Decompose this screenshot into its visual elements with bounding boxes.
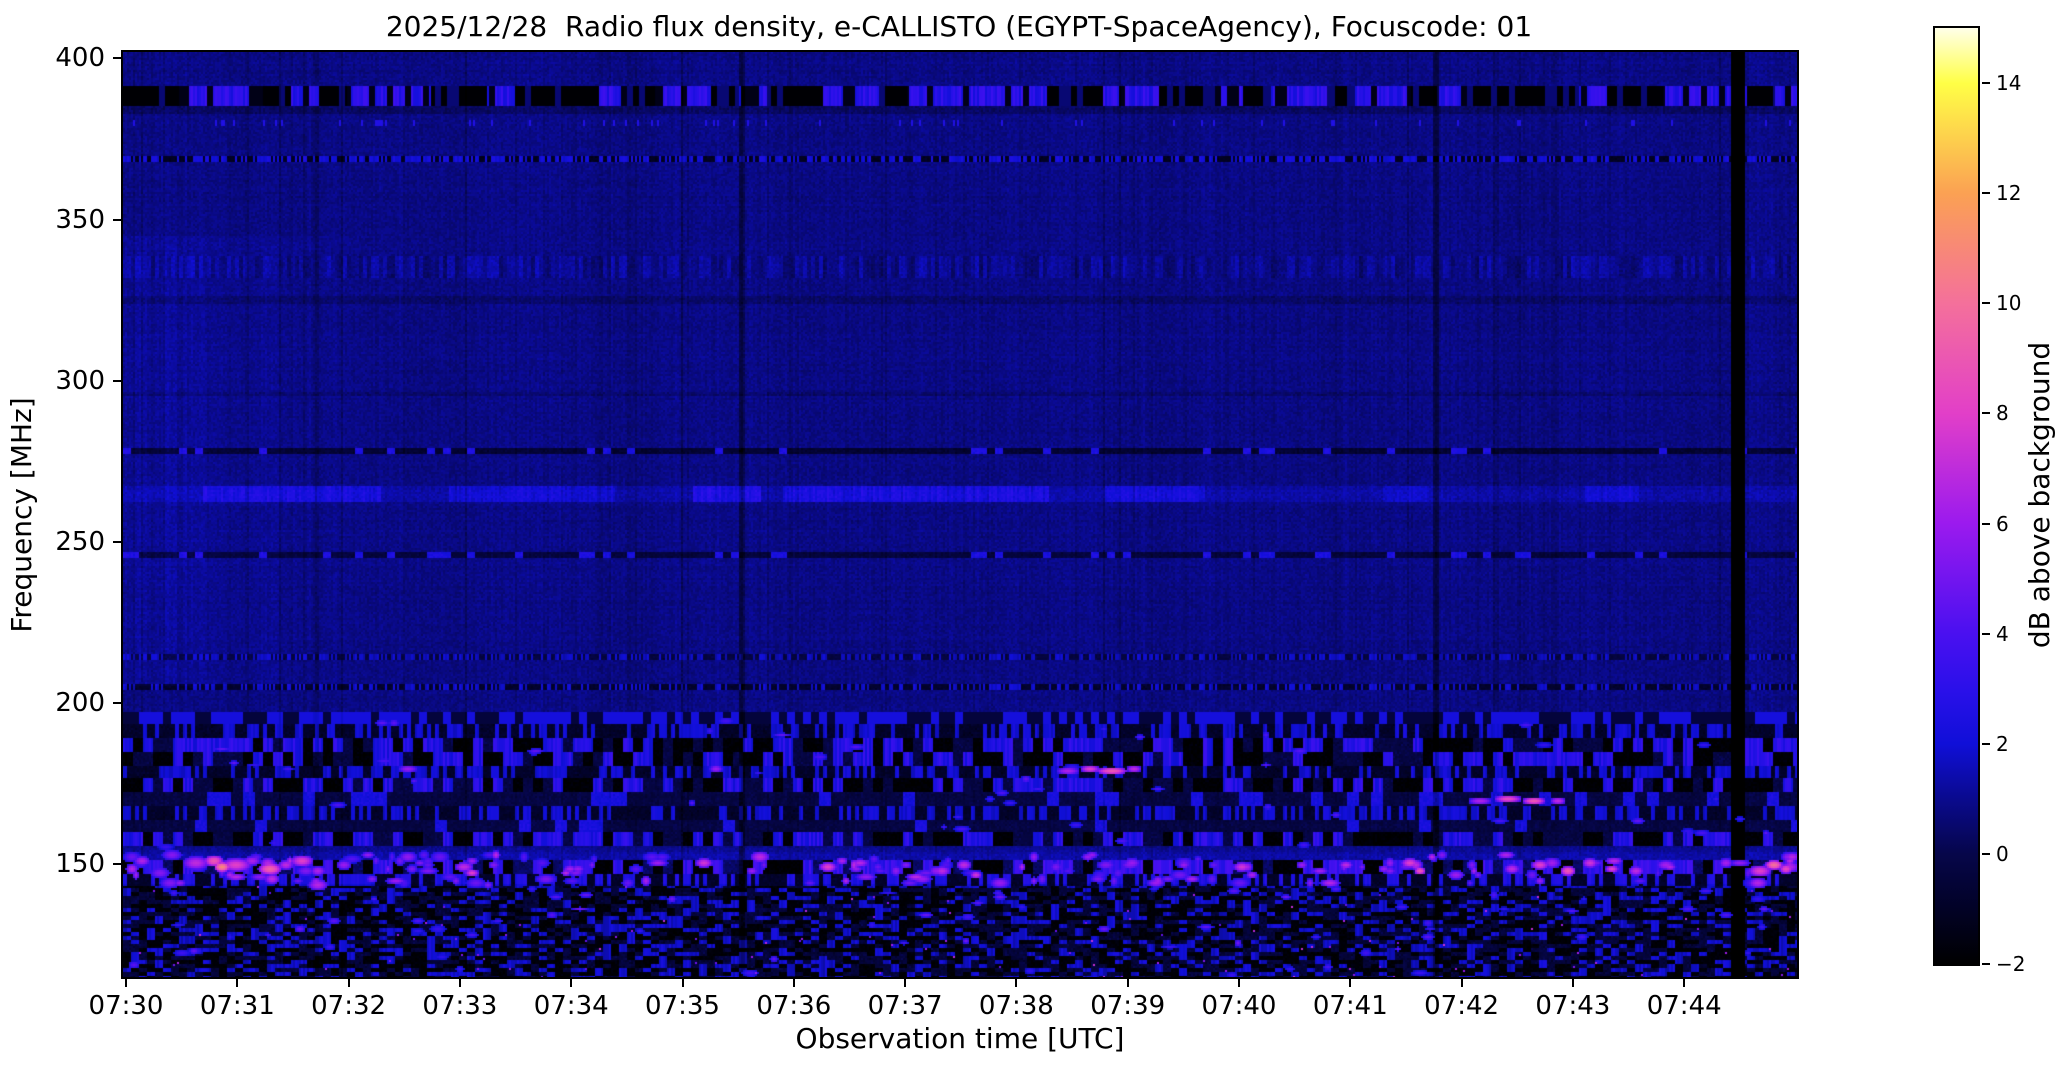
colorbar-tick-label: 0	[1996, 841, 2009, 866]
colorbar-tick-label: 12	[1996, 181, 2022, 206]
x-tick-label: 07:35	[645, 991, 720, 1021]
x-tick-mark	[1238, 979, 1240, 987]
x-tick-mark	[347, 979, 350, 987]
colorbar-tick-label: 6	[1996, 511, 2009, 536]
x-tick-mark	[570, 979, 573, 987]
x-tick-mark	[1683, 979, 1686, 987]
x-tick-mark	[792, 979, 795, 987]
x-tick-label: 07:34	[533, 991, 609, 1021]
colorbar-tick-mark	[1982, 302, 1990, 305]
y-tick-label: 250	[55, 526, 105, 557]
colorbar-tick-label: 14	[1996, 71, 2022, 96]
x-tick-mark	[458, 979, 461, 987]
y-tick-label: 350	[55, 204, 105, 235]
x-tick-label: 07:44	[1646, 991, 1722, 1021]
x-tick-mark	[1015, 979, 1018, 987]
x-tick-label: 07:32	[311, 991, 387, 1021]
y-tick-label: 150	[55, 849, 105, 880]
colorbar	[1933, 26, 1980, 966]
spectrogram-canvas	[123, 52, 1797, 977]
x-tick-label: 07:39	[1090, 991, 1166, 1021]
colorbar-gradient	[1935, 28, 1978, 964]
colorbar-tick-label: 10	[1996, 291, 2022, 316]
x-tick-mark	[1349, 979, 1352, 987]
spectrogram-plot	[121, 50, 1799, 979]
y-tick-label: 300	[55, 365, 105, 396]
x-tick-mark	[904, 979, 907, 987]
y-tick-mark	[113, 379, 121, 382]
x-tick-label: 07:40	[1201, 991, 1277, 1021]
colorbar-tick-label: 2	[1996, 731, 2009, 756]
x-tick-label: 07:41	[1312, 991, 1388, 1021]
colorbar-tick-mark	[1982, 742, 1990, 745]
y-tick-mark	[113, 863, 121, 866]
x-axis-label: Observation time [UTC]	[795, 1022, 1125, 1055]
chart-title: 2025/12/28 Radio flux density, e-CALLIST…	[385, 10, 1533, 43]
y-tick-mark	[113, 218, 121, 221]
x-tick-label: 07:36	[756, 991, 832, 1021]
x-tick-mark	[1126, 979, 1129, 987]
colorbar-tick-label: 4	[1996, 621, 2009, 646]
x-tick-label: 07:38	[978, 991, 1054, 1021]
y-tick-mark	[113, 702, 121, 705]
y-tick-mark	[113, 57, 121, 60]
colorbar-tick-mark	[1982, 192, 1990, 195]
x-tick-mark	[125, 979, 127, 987]
x-tick-label: 07:42	[1424, 991, 1500, 1021]
x-tick-mark	[236, 979, 239, 987]
y-tick-label: 200	[55, 688, 105, 719]
colorbar-label: dB above background	[2023, 341, 2056, 649]
colorbar-tick-mark	[1982, 852, 1990, 855]
x-tick-label: 07:30	[88, 991, 164, 1021]
x-tick-mark	[681, 979, 684, 987]
colorbar-tick-label: 8	[1996, 401, 2009, 426]
colorbar-tick-mark	[1982, 963, 1990, 965]
colorbar-tick-label: −2	[1996, 952, 2026, 976]
colorbar-tick-mark	[1982, 632, 1990, 635]
y-tick-mark	[113, 540, 121, 543]
x-tick-label: 07:31	[199, 991, 275, 1021]
y-tick-label: 400	[55, 43, 105, 74]
x-tick-label: 07:33	[422, 991, 498, 1021]
x-tick-mark	[1460, 979, 1463, 987]
x-tick-label: 07:43	[1535, 991, 1611, 1021]
x-tick-label: 07:37	[867, 991, 943, 1021]
x-tick-mark	[1571, 979, 1574, 987]
colorbar-tick-mark	[1982, 412, 1990, 415]
colorbar-tick-mark	[1982, 82, 1990, 85]
colorbar-tick-mark	[1982, 522, 1990, 525]
